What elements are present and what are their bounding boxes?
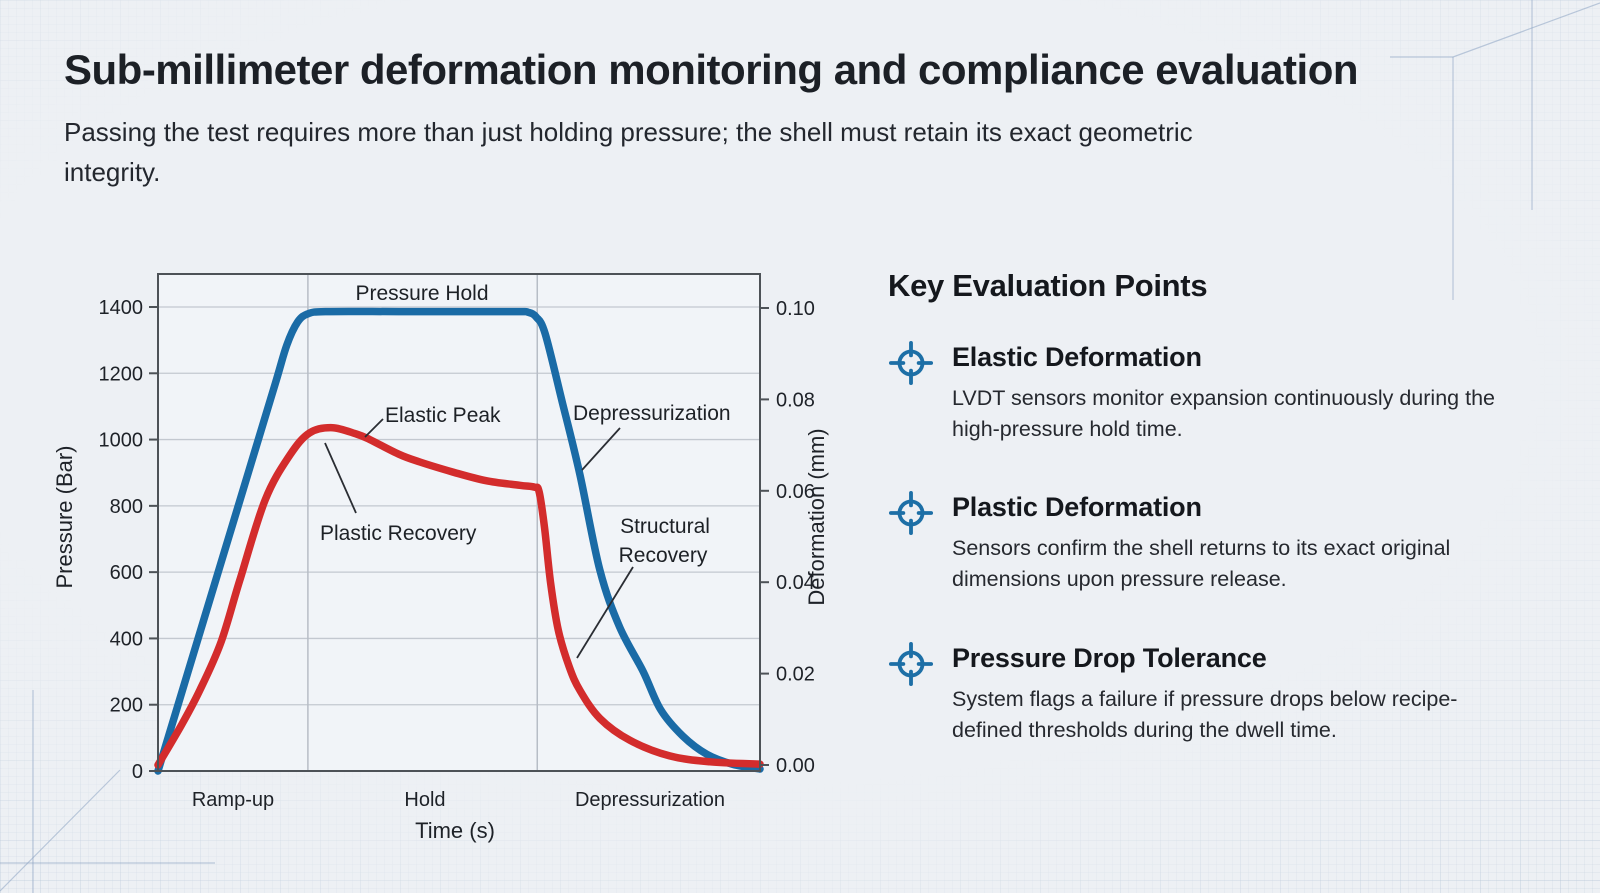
y-right-tick-label: 0.04 [776,572,815,594]
key-point-item-pressure-drop-tolerance: Pressure Drop Tolerance System flags a f… [888,641,1548,745]
annotation-plastic-recovery: Plastic Recovery [320,522,477,545]
y-right-tick-label: 0.08 [776,389,815,411]
crosshair-target-icon [888,491,934,536]
y-left-tick-label: 600 [110,562,143,584]
y-left-tick-label: 1200 [99,363,144,385]
page-title: Sub-millimeter deformation monitoring an… [64,46,1359,93]
y-left-tick-label: 1400 [99,297,144,319]
key-point-body: LVDT sensors monitor expansion continuou… [952,386,1495,441]
y-right-tick-label: 0.06 [776,481,815,503]
pressure-deformation-chart: 1400 1200 1000 800 600 400 200 0 0.10 0.08 0.06 0.0… [48,255,848,855]
annotation-elastic-peak-leader-line [364,418,384,438]
crosshair-target-icon [888,641,934,686]
y-right-tick-label: 0.02 [776,664,815,686]
page-subtitle: Passing the test requires more than just… [64,117,1193,188]
annotation-plastic-recovery-leader-line [324,442,357,514]
plot-border [157,273,761,772]
y-left-tick-label: 400 [110,628,143,650]
phase-label-ramp-up: Ramp-up [192,789,274,811]
key-evaluation-points-panel: Key Evaluation Points Elastic Deformatio… [888,268,1548,793]
key-point-title: Elastic Deformation [952,342,1202,372]
chart-canvas: 1400 1200 1000 800 600 400 200 0 0.10 0.08 0.06 0.0… [52,273,829,843]
key-point-title: Plastic Deformation [952,492,1202,523]
y-axis-left-label: Pressure (Bar) [52,445,77,588]
annotation-pressure-hold: Pressure Hold [355,282,488,305]
key-point-item-plastic-deformation: Plastic Deformation Sensors confirm the … [888,491,1548,594]
key-point-body: Sensors confirm the shell returns to its… [952,536,1451,592]
deformation-curve [154,423,764,769]
annotation-elastic-peak: Elastic Peak [385,404,501,427]
y-right-tick-label: 0.00 [776,755,815,777]
y-left-tick-label: 1000 [99,430,144,452]
annotation-depressurization: Depressurization [573,402,731,425]
key-point-body: System flags a failure if pressure drops… [952,686,1458,742]
key-points-heading: Key Evaluation Points [888,268,1208,303]
phase-label-depressurization: Depressurization [575,789,725,811]
annotation-structural-recovery-leader-line [576,566,634,659]
key-point-item-elastic-deformation: Elastic Deformation LVDT sensors monitor… [888,340,1548,444]
y-left-tick-label: 0 [132,761,143,783]
y-left-tick-label: 200 [110,695,143,717]
pressure-curve [154,307,764,775]
key-point-title: Pressure Drop Tolerance [952,642,1267,673]
phase-label-hold: Hold [404,789,445,811]
y-left-tick-label: 800 [110,496,143,518]
annotation-depressurization-leader-line [581,427,621,471]
y-axis-right-label: Deformation (mm) [804,428,829,605]
x-axis-label: Time (s) [415,818,495,843]
annotation-structural-recovery-line2: Recovery [619,544,708,567]
annotation-structural-recovery-line1: Structural [620,515,710,538]
y-right-tick-label: 0.10 [776,298,815,320]
crosshair-target-icon [888,340,934,386]
